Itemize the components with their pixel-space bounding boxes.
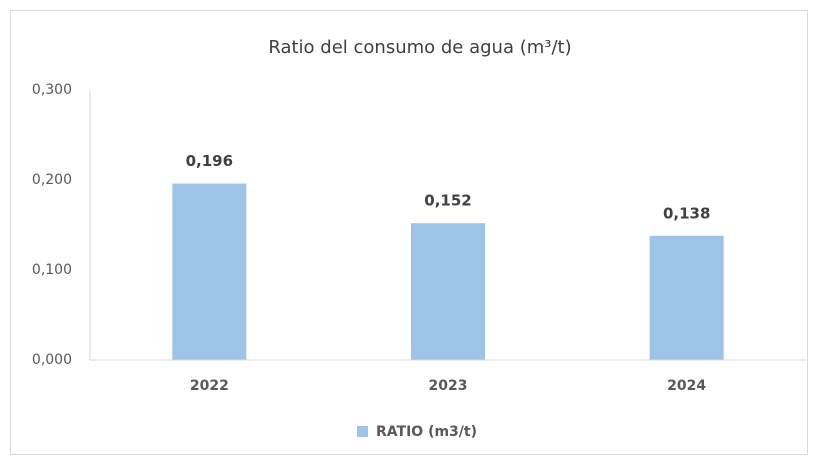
data-label: 0,196 [186, 152, 233, 170]
legend-swatch [357, 426, 368, 437]
legend-label: RATIO (m3/t) [376, 424, 477, 440]
y-tick-label: 0,200 [32, 172, 72, 188]
data-label: 0,152 [424, 192, 471, 210]
y-tick-label: 0,300 [32, 82, 72, 98]
bar [172, 183, 247, 360]
x-tick-label: 2023 [429, 378, 468, 394]
bar [649, 235, 724, 360]
chart-title: Ratio del consumo de agua (m³/t) [268, 37, 571, 58]
y-tick-label: 0,000 [32, 352, 72, 368]
y-tick-label: 0,100 [32, 262, 72, 278]
chart-border [10, 10, 808, 455]
x-tick-label: 2024 [667, 378, 706, 394]
bar [411, 223, 485, 360]
x-tick-label: 2022 [190, 378, 229, 394]
data-label: 0,138 [663, 204, 710, 222]
